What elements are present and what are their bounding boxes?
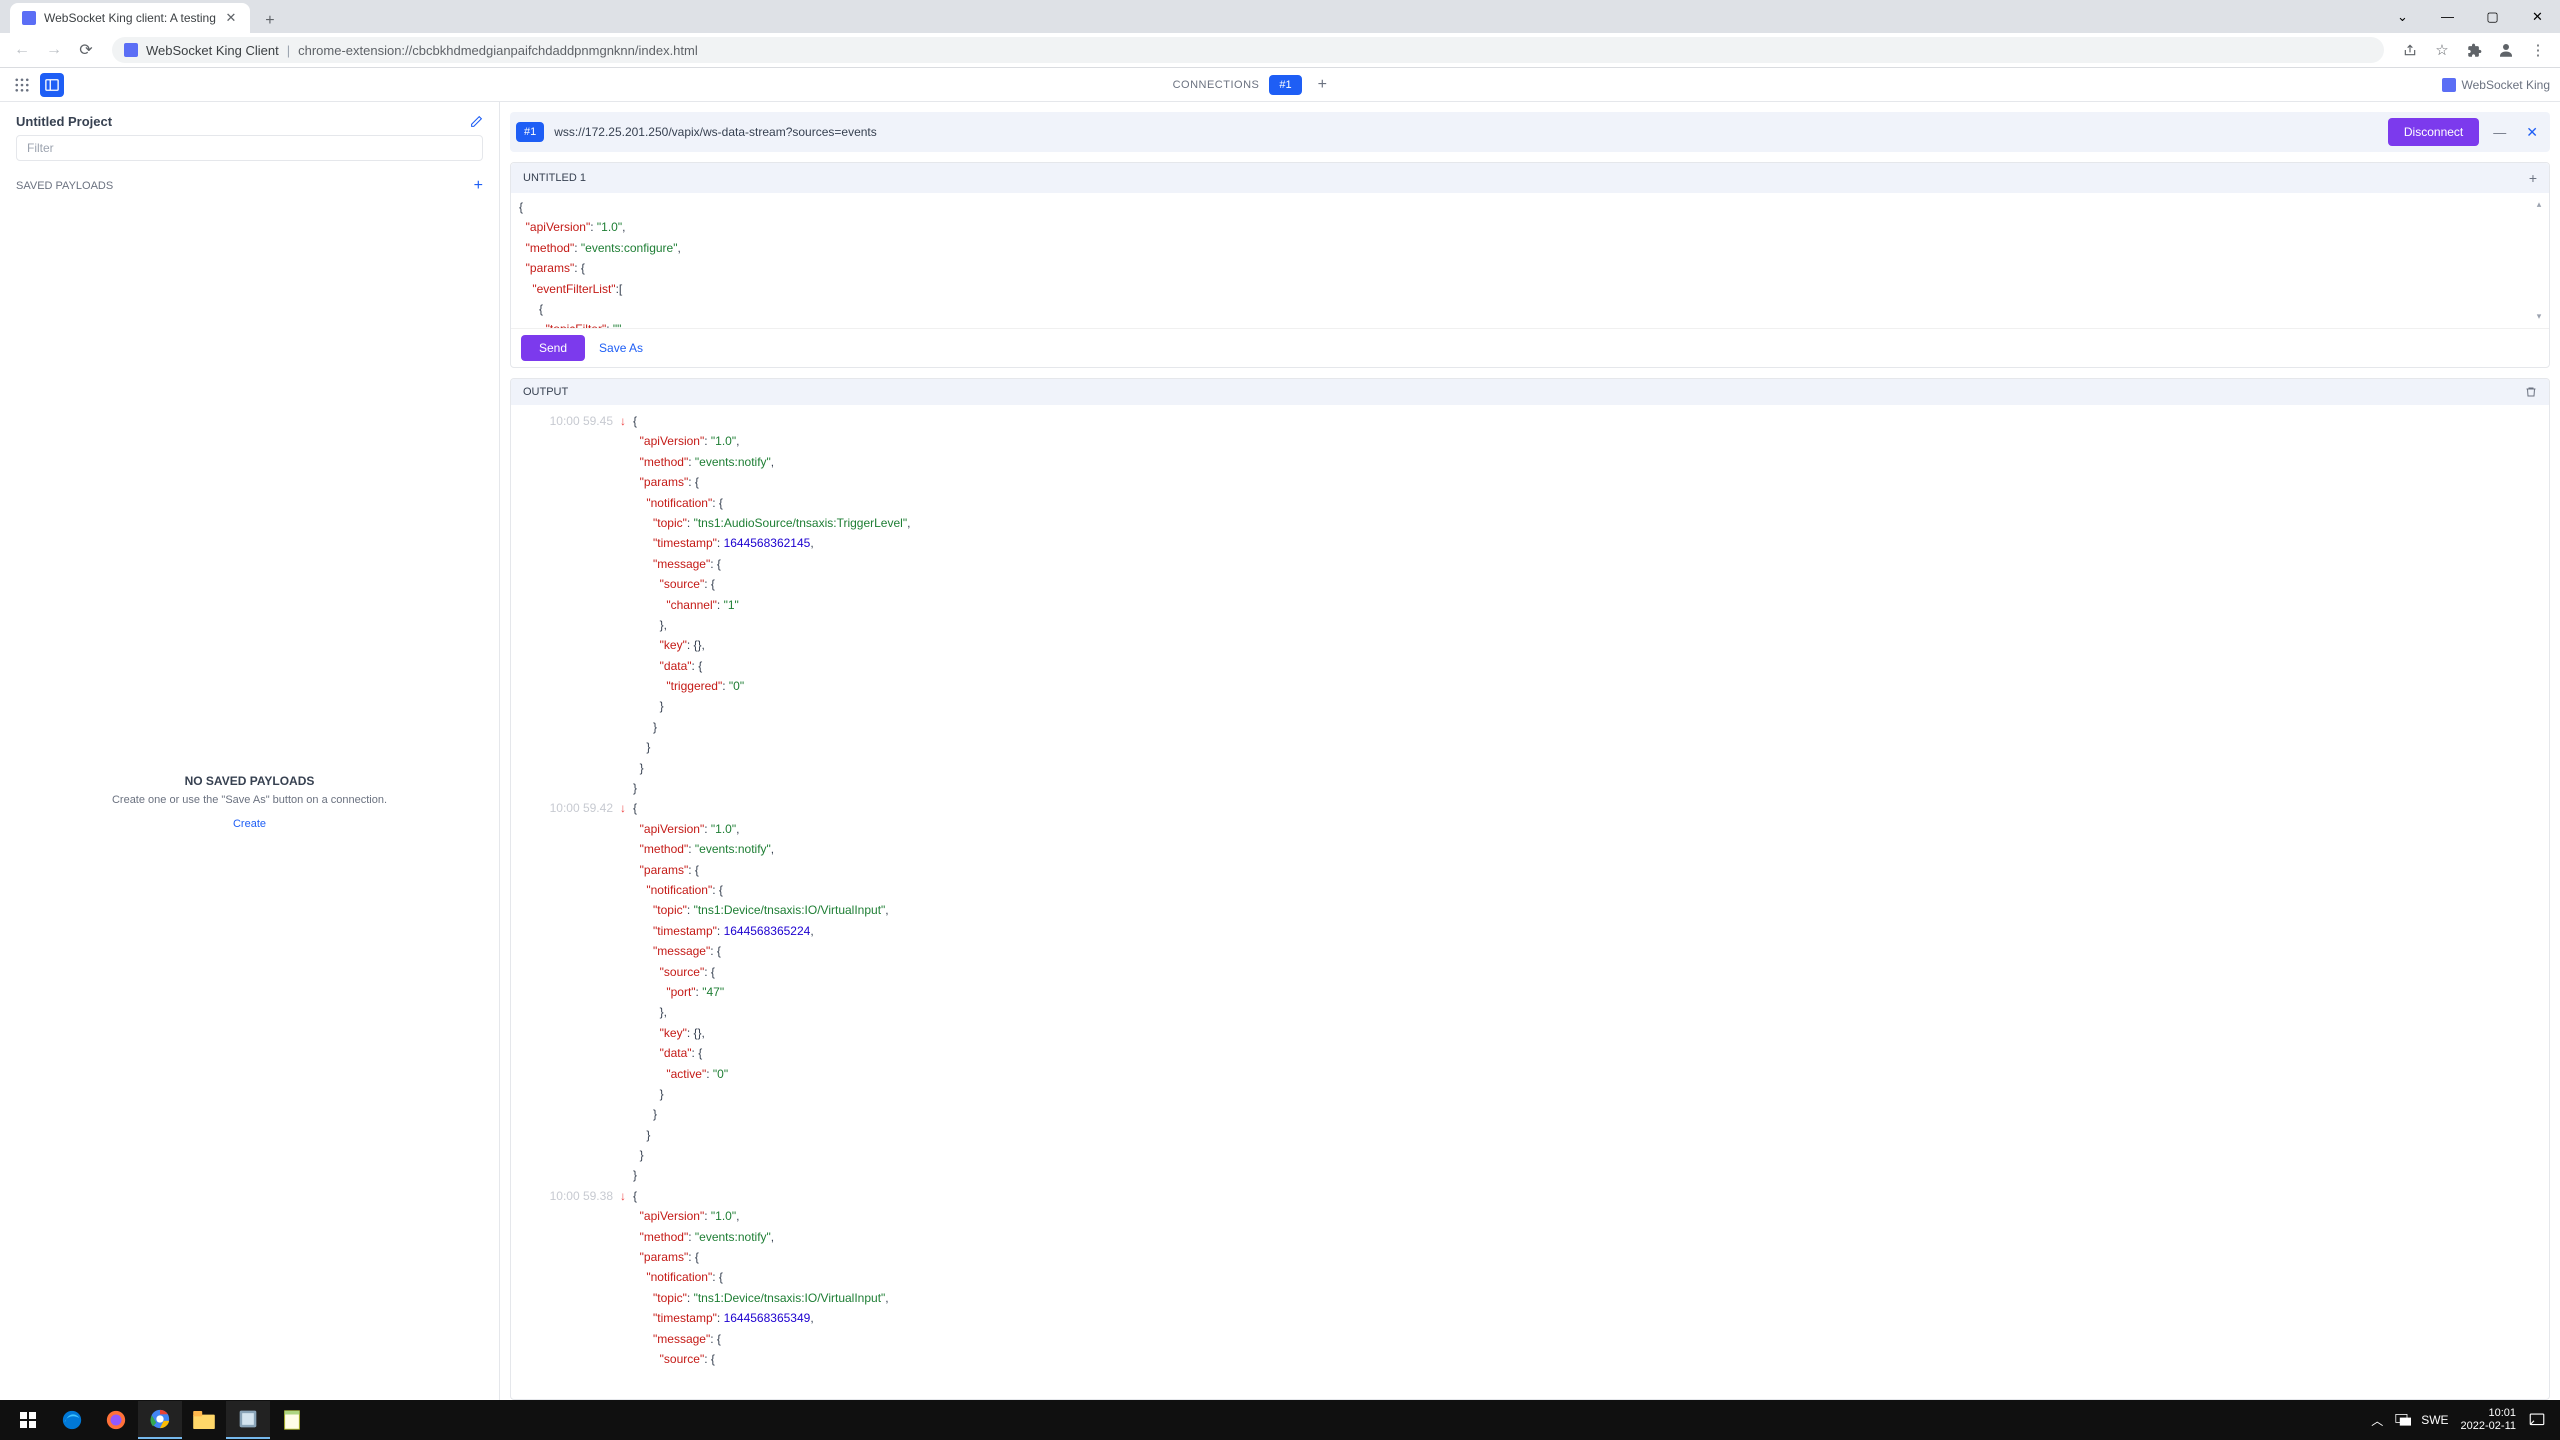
nav-reload-button[interactable]: ⟳ — [72, 36, 100, 64]
extension-icon — [124, 43, 138, 57]
nav-back-button[interactable]: ← — [8, 36, 36, 64]
window-close-button[interactable]: ✕ — [2515, 0, 2560, 33]
create-payload-link[interactable]: Create — [233, 818, 266, 830]
tray-chevron-icon[interactable]: ︿ — [2371, 1412, 2383, 1429]
empty-subtitle: Create one or use the "Save As" button o… — [112, 794, 387, 806]
chrome-dropdown-icon[interactable]: ⌄ — [2380, 0, 2425, 33]
taskbar-edge-icon[interactable] — [50, 1401, 94, 1439]
output-message: 10:00 59.42↓{ "apiVersion": "1.0", "meth… — [511, 798, 2549, 1185]
browser-tab[interactable]: WebSocket King client: A testing ✕ — [10, 3, 250, 33]
add-payload-button[interactable]: + — [474, 177, 483, 195]
apps-grid-icon[interactable] — [10, 73, 34, 97]
window-minimize-button[interactable]: — — [2425, 0, 2470, 33]
websocket-url-input[interactable] — [554, 125, 2378, 139]
clear-output-icon[interactable] — [2525, 386, 2537, 398]
save-as-link[interactable]: Save As — [599, 341, 643, 355]
omnibox[interactable]: WebSocket King Client | chrome-extension… — [112, 37, 2384, 63]
connection-number-badge: #1 — [516, 122, 544, 142]
empty-title: NO SAVED PAYLOADS — [185, 774, 315, 788]
tab-strip: WebSocket King client: A testing ✕ + ⌄ —… — [0, 0, 2560, 33]
sidebar: Untitled Project SAVED PAYLOADS + NO SAV… — [0, 102, 500, 1400]
tab-close-icon[interactable]: ✕ — [224, 11, 238, 25]
connection-bar: #1 Disconnect — ✕ — [510, 112, 2550, 152]
tray-network-icon[interactable] — [2395, 1413, 2411, 1427]
editor-tab-label: UNTITLED 1 — [523, 172, 586, 184]
add-editor-tab-icon[interactable]: + — [2529, 170, 2537, 186]
omnibox-row: ← → ⟳ WebSocket King Client | chrome-ext… — [0, 33, 2560, 68]
share-icon[interactable] — [2396, 36, 2424, 64]
output-log[interactable]: 10:00 59.45↓{ "apiVersion": "1.0", "meth… — [511, 405, 2549, 1399]
output-message: 10:00 59.45↓{ "apiVersion": "1.0", "meth… — [511, 411, 2549, 798]
main-panel: #1 Disconnect — ✕ UNTITLED 1 + { "apiVer… — [500, 102, 2560, 1400]
disconnect-button[interactable]: Disconnect — [2388, 118, 2479, 146]
omnibox-path: chrome-extension://cbcbkhdmedgianpaifchd… — [298, 43, 698, 58]
editor-scrollbar[interactable]: ▴▾ — [2533, 197, 2545, 324]
omnibox-host: WebSocket King Client — [146, 43, 279, 58]
app-topbar: CONNECTIONS #1 + WebSocket King — [0, 68, 2560, 102]
clock-date: 2022-02-11 — [2461, 1420, 2516, 1433]
taskbar-clock[interactable]: 10:01 2022-02-11 — [2461, 1407, 2516, 1433]
app-root: CONNECTIONS #1 + WebSocket King Untitled… — [0, 68, 2560, 1400]
tray-notifications-icon[interactable] — [2528, 1411, 2546, 1429]
message-timestamp: 10:00 59.45 — [523, 411, 613, 798]
start-button[interactable] — [6, 1401, 50, 1439]
message-body: { "apiVersion": "1.0", "method": "events… — [633, 411, 910, 798]
saved-payloads-label: SAVED PAYLOADS — [16, 180, 113, 192]
minimize-connection-icon[interactable]: — — [2489, 125, 2510, 140]
system-tray: ︿ SWE 10:01 2022-02-11 — [2371, 1407, 2554, 1433]
sidebar-empty-state: NO SAVED PAYLOADS Create one or use the … — [0, 203, 499, 1400]
edit-project-icon[interactable] — [470, 115, 483, 128]
browser-chrome: WebSocket King client: A testing ✕ + ⌄ —… — [0, 0, 2560, 68]
taskbar-explorer-icon[interactable] — [182, 1401, 226, 1439]
send-button[interactable]: Send — [521, 335, 585, 361]
taskbar-notepad-icon[interactable] — [270, 1401, 314, 1439]
windows-taskbar: ︿ SWE 10:01 2022-02-11 — [0, 1400, 2560, 1440]
output-label: OUTPUT — [523, 386, 568, 398]
add-connection-button[interactable]: + — [1312, 76, 1333, 94]
window-controls: ⌄ — ▢ ✕ — [2380, 0, 2560, 33]
tab-title: WebSocket King client: A testing — [44, 11, 216, 25]
connections-label: CONNECTIONS — [1173, 79, 1260, 91]
tray-language[interactable]: SWE — [2421, 1413, 2448, 1427]
output-section: OUTPUT 10:00 59.45↓{ "apiVersion": "1.0"… — [510, 378, 2550, 1400]
new-tab-button[interactable]: + — [258, 9, 282, 33]
incoming-arrow-icon: ↓ — [613, 411, 633, 798]
project-title: Untitled Project — [16, 114, 112, 129]
taskbar-chrome-icon[interactable] — [138, 1401, 182, 1439]
message-timestamp: 10:00 59.38 — [523, 1186, 613, 1370]
incoming-arrow-icon: ↓ — [613, 1186, 633, 1370]
close-connection-icon[interactable]: ✕ — [2520, 124, 2544, 141]
payload-editor[interactable]: { "apiVersion": "1.0", "method": "events… — [511, 193, 2549, 328]
brand-icon — [2442, 78, 2456, 92]
clock-time: 10:01 — [2461, 1407, 2516, 1420]
filter-input[interactable] — [16, 135, 483, 161]
extensions-icon[interactable] — [2460, 36, 2488, 64]
taskbar-firefox-icon[interactable] — [94, 1401, 138, 1439]
message-body: { "apiVersion": "1.0", "method": "events… — [633, 798, 889, 1185]
window-maximize-button[interactable]: ▢ — [2470, 0, 2515, 33]
bookmark-icon[interactable]: ☆ — [2428, 36, 2456, 64]
profile-icon[interactable] — [2492, 36, 2520, 64]
message-body: { "apiVersion": "1.0", "method": "events… — [633, 1186, 889, 1370]
sidebar-toggle-icon[interactable] — [40, 73, 64, 97]
output-message: 10:00 59.38↓{ "apiVersion": "1.0", "meth… — [511, 1186, 2549, 1370]
message-timestamp: 10:00 59.42 — [523, 798, 613, 1185]
editor-section: UNTITLED 1 + { "apiVersion": "1.0", "met… — [510, 162, 2550, 368]
brand-label: WebSocket King — [2462, 78, 2551, 92]
nav-forward-button[interactable]: → — [40, 36, 68, 64]
incoming-arrow-icon: ↓ — [613, 798, 633, 1185]
chrome-menu-icon[interactable]: ⋮ — [2524, 36, 2552, 64]
tab-favicon-icon — [22, 11, 36, 25]
connection-tab-badge[interactable]: #1 — [1269, 75, 1301, 95]
taskbar-app-icon[interactable] — [226, 1401, 270, 1439]
